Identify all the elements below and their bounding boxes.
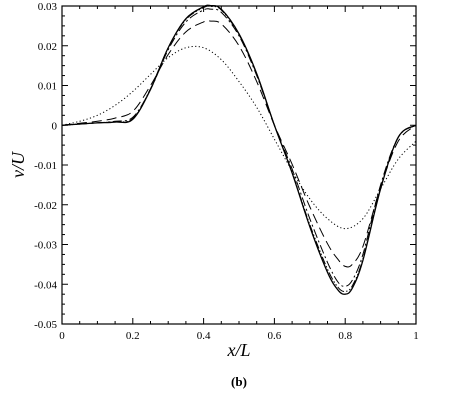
x-axis-title: x/L <box>226 340 250 360</box>
x-tick-label: 1 <box>413 330 419 342</box>
y-tick-label: 0.01 <box>38 81 57 93</box>
y-tick-label: 0 <box>52 120 58 132</box>
series-line-dotted <box>61 45 417 230</box>
y-tick-label: -0.03 <box>34 240 57 252</box>
figure-caption: (b) <box>231 374 247 389</box>
y-tick-label: -0.04 <box>34 279 57 291</box>
series-line-dashdot <box>61 8 417 287</box>
x-tick-label: 0 <box>59 330 65 342</box>
x-tick-label: 0.6 <box>268 330 282 342</box>
x-tick-label: 0.4 <box>197 330 211 342</box>
series-line-solid <box>61 4 417 295</box>
plot-frame <box>61 5 417 325</box>
y-tick-label: -0.05 <box>34 319 57 331</box>
y-tick-label: 0.02 <box>38 41 57 53</box>
y-tick-label: -0.01 <box>34 160 57 172</box>
axis-ticks: 0 0.2 0.4 0.6 0.8 1 -0.05 -0.04 -0.03 -0.02 -0.01 0… <box>34 1 419 342</box>
series-line-dashdotdot <box>61 5 417 292</box>
series-line-longdash <box>61 20 417 268</box>
series-layer <box>61 4 417 295</box>
y-axis-title: v/U <box>8 151 28 178</box>
x-tick-label: 0.8 <box>338 330 352 342</box>
x-tick-label: 0.2 <box>126 330 140 342</box>
y-tick-label: 0.03 <box>38 1 58 13</box>
y-tick-label: -0.02 <box>34 200 57 212</box>
